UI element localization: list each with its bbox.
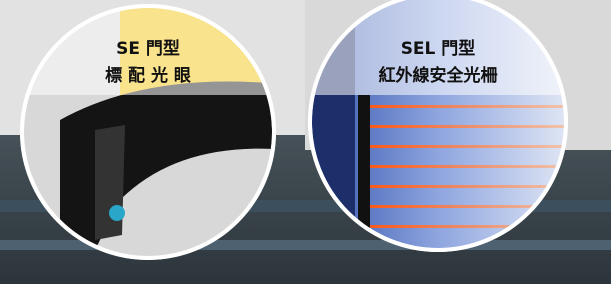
badge-line2: 紅外線安全光柵 bbox=[379, 65, 498, 86]
badge-line1: SE 門型 bbox=[116, 38, 180, 59]
badge-line1: SEL 門型 bbox=[401, 38, 476, 59]
product-banner: SE 門型 標 配 光 眼 SEL 門型 紅外線安全光柵 bbox=[0, 0, 611, 284]
badge-line2: 標 配 光 眼 bbox=[105, 65, 191, 86]
